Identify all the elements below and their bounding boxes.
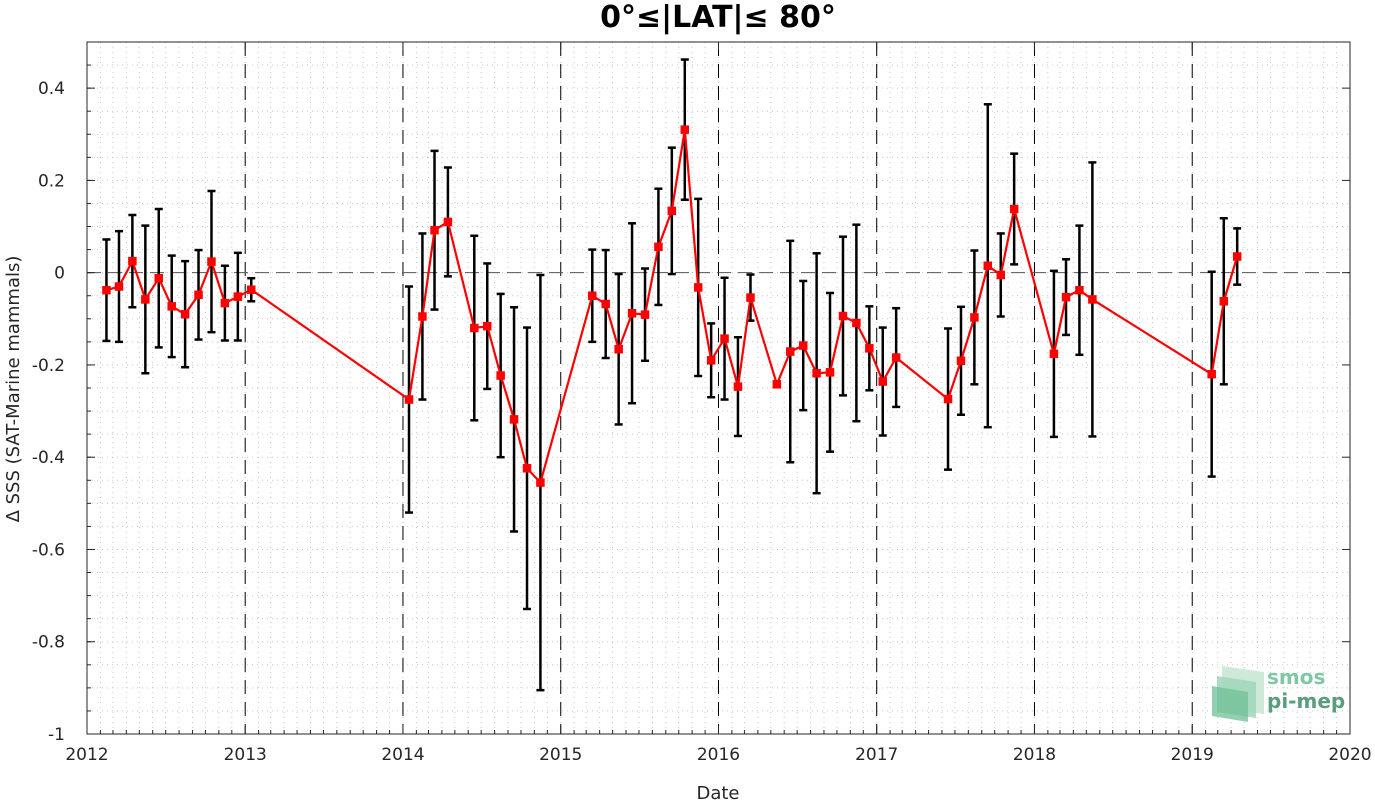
data-point-marker	[207, 257, 216, 266]
data-point-marker	[852, 318, 861, 328]
data-point-marker	[536, 478, 545, 487]
data-point-marker	[838, 311, 848, 321]
data-point-marker	[996, 270, 1006, 280]
data-point-marker	[128, 256, 137, 266]
x-tick-label: 2013	[224, 745, 267, 765]
x-tick-label: 2019	[1171, 745, 1214, 765]
data-point-marker	[746, 293, 755, 302]
data-point-marker	[1088, 295, 1097, 304]
x-tick-label: 2018	[1013, 745, 1056, 765]
smos-pi-mep-logo: smos pi-mep	[1212, 665, 1345, 722]
data-point-marker	[167, 302, 176, 311]
data-point-marker	[720, 334, 729, 343]
data-point-marker	[627, 309, 637, 318]
y-axis-label: Δ SSS (SAT-Marine mammals)	[3, 256, 24, 523]
grid-layer	[86, 41, 1350, 735]
data-point-marker	[1075, 285, 1084, 295]
x-tick-labels: 2012 2013 2014 2015 2016 2017 2018 2019 2020	[65, 745, 1371, 765]
x-tick-label: 2012	[65, 745, 108, 765]
data-point-marker	[470, 323, 479, 333]
x-tick-label: 2014	[381, 745, 424, 765]
data-point-marker	[418, 312, 427, 321]
data-point-marker	[786, 347, 795, 356]
data-point-marker	[483, 321, 492, 331]
data-point-marker	[588, 291, 597, 300]
data-point-marker	[509, 415, 519, 424]
data-point-marker	[141, 295, 150, 304]
data-point-marker	[180, 309, 190, 319]
data-point-marker	[1049, 349, 1059, 359]
data-point-marker	[443, 217, 453, 227]
data-point-marker	[233, 292, 243, 301]
data-point-marker	[878, 377, 888, 386]
data-point-marker	[865, 344, 874, 353]
data-point-marker	[680, 125, 690, 134]
marker-layer	[102, 125, 1242, 487]
data-point-marker	[825, 368, 835, 377]
data-point-marker	[943, 394, 953, 404]
data-point-marker	[706, 356, 716, 365]
y-tick-label: 0.2	[38, 171, 65, 191]
data-point-marker	[1219, 297, 1229, 306]
y-tick-label: -0.6	[32, 540, 65, 560]
x-axis-label: Date	[696, 783, 739, 801]
errorbar-layer	[102, 58, 1242, 692]
y-tick-label: -0.8	[32, 633, 65, 653]
data-point-marker	[1009, 204, 1019, 214]
x-tick-label: 2015	[539, 745, 582, 765]
data-point-marker	[194, 290, 203, 300]
y-tick-label: -1	[48, 725, 65, 745]
chart-title: 0°≤|LAT|≤ 80°	[600, 0, 836, 35]
tick-layer	[86, 41, 1351, 735]
x-tick-label: 2017	[855, 745, 898, 765]
data-point-marker	[1207, 369, 1216, 379]
data-point-marker	[798, 341, 808, 350]
data-point-marker	[1061, 292, 1071, 302]
data-point-marker	[601, 299, 610, 309]
x-tick-label: 2016	[697, 745, 740, 765]
y-tick-label: 0	[54, 264, 65, 284]
data-point-marker	[667, 206, 677, 216]
series-line	[106, 129, 1239, 485]
data-point-marker	[114, 282, 124, 291]
y-tick-labels: 0.4 0.2 0 -0.2 -0.4 -0.6 -0.8 -1	[32, 79, 65, 745]
data-point-marker	[956, 356, 966, 366]
data-point-marker	[733, 382, 743, 391]
data-point-marker	[247, 285, 256, 294]
data-point-marker	[693, 283, 703, 292]
data-point-marker	[640, 310, 650, 319]
logo-text-pimep: pi-mep	[1267, 689, 1345, 713]
y-tick-label: -0.2	[32, 356, 65, 376]
data-point-marker	[522, 464, 532, 473]
logo-panel-front	[1212, 686, 1248, 722]
y-tick-label: 0.4	[38, 79, 65, 99]
year-divider-layer	[244, 42, 1193, 734]
data-point-marker	[102, 285, 111, 295]
x-tick-label: 2020	[1328, 745, 1371, 765]
data-point-marker	[983, 261, 993, 270]
logo-text-smos: smos	[1267, 665, 1325, 689]
data-point-marker	[154, 273, 164, 283]
data-point-marker	[496, 371, 505, 380]
data-point-marker	[1232, 252, 1242, 261]
data-point-marker	[614, 344, 623, 354]
data-point-marker	[404, 395, 414, 404]
data-point-marker	[970, 313, 979, 322]
y-tick-label: -0.4	[32, 448, 65, 468]
data-point-marker	[654, 242, 663, 252]
data-point-marker	[220, 298, 230, 308]
data-point-marker	[812, 368, 821, 378]
data-point-marker	[430, 225, 439, 235]
data-point-marker	[891, 353, 901, 362]
data-point-marker	[772, 380, 782, 389]
